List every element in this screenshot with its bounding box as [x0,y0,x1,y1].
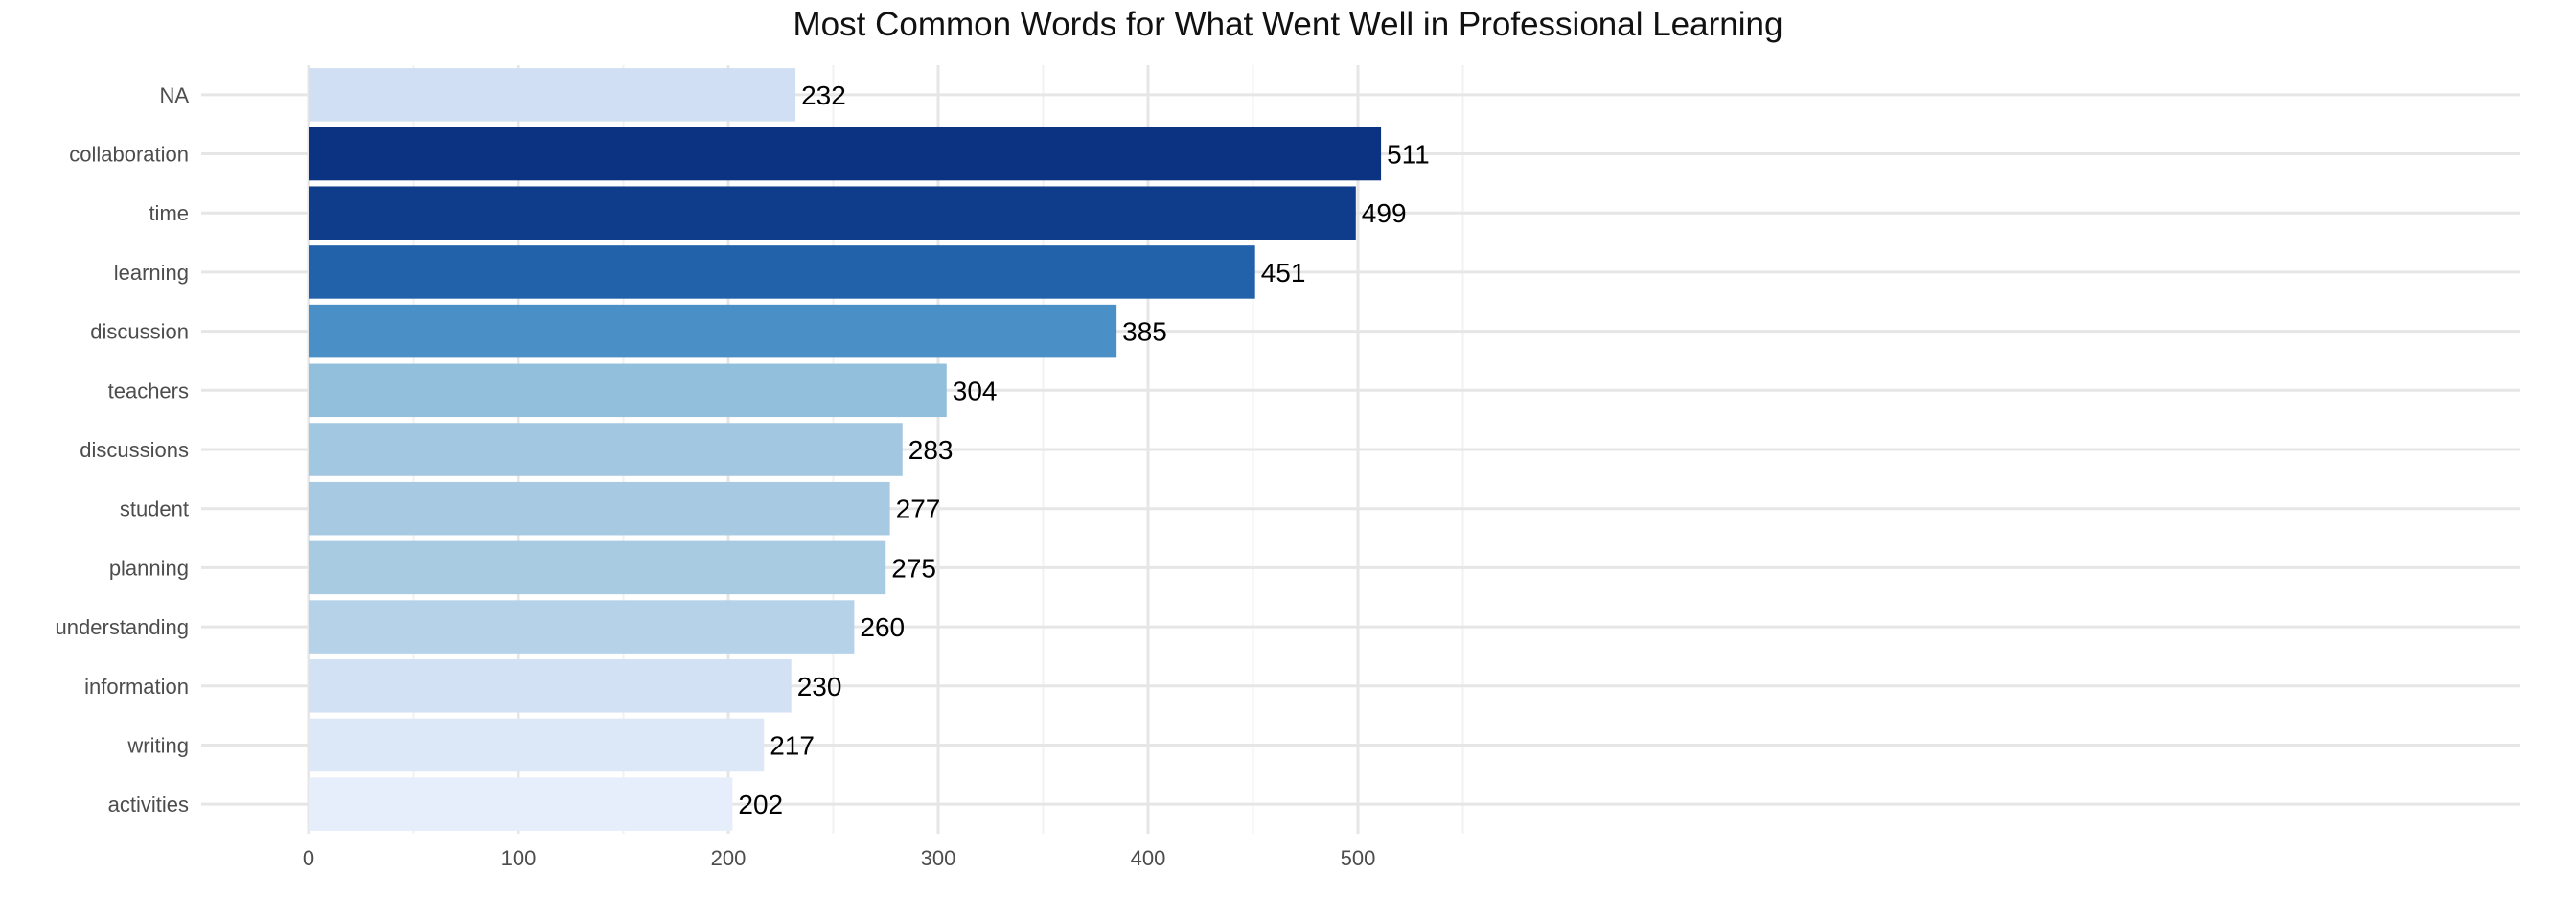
chart-title: Most Common Words for What Went Well in … [793,6,1783,43]
bar-time [309,186,1356,240]
y-tick-label: student [120,497,189,521]
y-tick-label: information [84,675,189,699]
bar-information [309,659,792,713]
x-tick-label: 400 [1131,846,1166,870]
data-label: 385 [1122,317,1167,347]
data-label: 277 [896,494,941,524]
bar-understanding [309,600,855,654]
y-tick-label: understanding [56,615,189,639]
bars [309,68,1382,831]
x-axis-tick-labels: 0 100 200 300 400 500 [303,846,1375,870]
bar-NA [309,68,796,122]
data-label: 451 [1261,258,1306,288]
data-label: 511 [1387,140,1430,170]
y-tick-label: planning [109,556,189,580]
data-label: 202 [738,790,783,819]
data-labels: 232 511 499 451 385 304 283 277 275 260 230 217 202 [738,80,1429,819]
y-tick-label: activities [108,793,189,816]
x-tick-label: 200 [711,846,747,870]
y-tick-label: discussions [80,438,189,462]
y-axis-tick-labels: NA collaboration time learning discussion tea… [56,83,190,816]
y-tick-label: time [149,201,189,225]
bar-writing [309,718,765,772]
data-label: 217 [770,730,815,760]
data-label: 304 [953,376,998,405]
y-tick-label: teachers [108,379,189,402]
y-tick-label: collaboration [69,143,189,167]
x-tick-label: 100 [501,846,537,870]
bar-planning [309,540,886,595]
data-label: 275 [891,553,936,583]
data-label: 230 [797,672,842,702]
data-label: 260 [860,612,905,642]
bar-discussion [309,304,1117,358]
data-label: 232 [801,80,846,110]
bar-learning [309,245,1255,299]
y-tick-label: learning [114,261,189,285]
y-tick-label: discussion [90,320,189,344]
y-tick-label: writing [126,733,189,757]
bar-activities [309,777,733,831]
x-tick-label: 300 [921,846,956,870]
data-label: 499 [1362,198,1407,228]
bar-discussions [309,423,903,476]
bar-student [309,481,890,536]
data-label: 283 [908,435,954,465]
y-tick-label: NA [159,83,189,107]
bar-teachers [309,363,947,418]
x-tick-label: 500 [1341,846,1376,870]
x-tick-label: 0 [303,846,314,870]
bar-collaboration [309,126,1382,181]
